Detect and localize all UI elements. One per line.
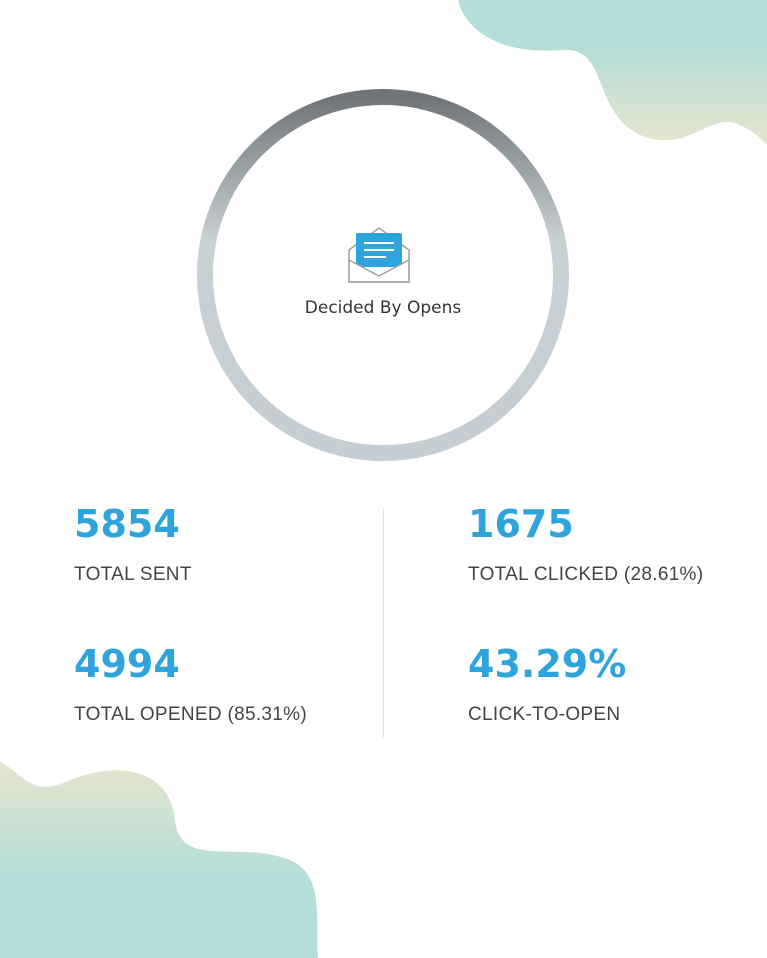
stat-number: 4994 [74, 642, 180, 686]
stat: 1675 TOTAL CLICKED (28.61%) [468, 502, 703, 586]
stat-number: 43.29% [468, 642, 627, 686]
badge-label: Decided By Opens [304, 298, 462, 318]
blob-top-right [458, 0, 767, 145]
blob-bottom-left [0, 762, 318, 958]
stat-number: 5854 [74, 502, 180, 546]
stat: 5854 TOTAL SENT [74, 502, 192, 586]
stat-label: TOTAL SENT [74, 564, 192, 585]
stat: 4994 TOTAL OPENED (85.31%) [74, 642, 307, 726]
stat-number: 1675 [468, 502, 574, 546]
divider [383, 508, 384, 738]
stat-label: CLICK-TO-OPEN [468, 704, 621, 725]
stat: 43.29% CLICK-TO-OPEN [468, 642, 626, 726]
stat-label: TOTAL CLICKED (28.61%) [468, 564, 704, 585]
stat-label: TOTAL OPENED (85.31%) [74, 704, 307, 725]
envelope-icon [348, 227, 410, 283]
